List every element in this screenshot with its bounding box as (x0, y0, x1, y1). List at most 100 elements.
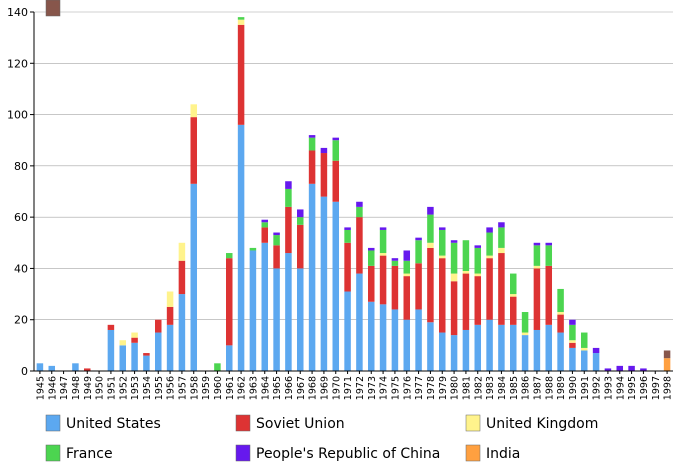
bar-segment-france-1988 (545, 245, 553, 266)
legend-label: People's Republic of China (256, 446, 440, 462)
bar-segment-people-s-republic-of-china-1972 (356, 201, 363, 207)
bar-segment-france-1970 (332, 140, 340, 161)
bar-segment-soviet-union-1956 (166, 306, 174, 325)
bar-segment-united-states-1965 (273, 268, 280, 371)
bar-segment-france-1965 (273, 235, 280, 246)
bar-segment-soviet-union-1957 (178, 260, 186, 295)
bar-segment-people-s-republic-of-china-1983 (486, 227, 493, 233)
gridlines (34, 11, 673, 321)
bar-segment-soviet-union-1990 (569, 342, 576, 348)
x-tick-label: 1988 (544, 376, 555, 400)
bar-segment-soviet-union-1954 (143, 353, 150, 356)
bars (36, 17, 671, 371)
x-tick-label: 1980 (450, 376, 461, 400)
x-tick-label: 1981 (461, 376, 472, 400)
bar-segment-united-states-1979 (439, 332, 446, 371)
x-tick-label: 1952 (118, 376, 129, 400)
bar-segment-people-s-republic-of-china-1967 (297, 209, 304, 218)
bar-segment-people-s-republic-of-china-1966 (285, 181, 292, 189)
bar-segment-united-kingdom-1980 (450, 273, 458, 282)
x-tick-label: 1977 (414, 376, 425, 400)
bar-segment-soviet-union-1976 (403, 276, 411, 320)
y-axis-ticks: 0 20 40 60 80 100 120 140 (7, 6, 34, 378)
bar-segment-soviet-union-1966 (285, 206, 292, 254)
bar-segment-people-s-republic-of-china-1987 (533, 242, 541, 246)
bar-segment-soviet-union-1971 (344, 242, 351, 292)
x-tick-label: 1968 (308, 376, 319, 400)
bar-segment-soviet-union-1970 (332, 160, 340, 202)
x-tick-label: 1948 (71, 376, 82, 400)
x-tick-label: 1963 (248, 376, 259, 400)
legend-entry-united-kingdom: United Kingdom (465, 414, 598, 432)
legend-label: India (486, 446, 520, 462)
x-tick-label: 1949 (83, 376, 94, 400)
bar-segment-people-s-republic-of-china-1984 (498, 222, 505, 228)
x-tick-label: 1986 (521, 376, 532, 400)
bar-segment-france-1985 (510, 273, 517, 295)
bar-segment-united-states-1961 (226, 345, 233, 371)
bar-segment-people-s-republic-of-china-1973 (368, 247, 375, 251)
bar-segment-united-states-1978 (427, 322, 434, 371)
bar-segment-people-s-republic-of-china-1978 (427, 206, 434, 215)
bar-segment-france-1966 (285, 188, 292, 207)
bar-segment-united-kingdom-1956 (166, 291, 174, 307)
bar-segment-soviet-union-1985 (510, 296, 517, 325)
y-tick-label: 100 (7, 109, 28, 122)
bar-segment-people-s-republic-of-china-1974 (379, 227, 387, 230)
bar-segment-france-1986 (521, 312, 529, 333)
bar-segment-united-kingdom-1982 (474, 273, 482, 277)
bar-segment-france-1978 (427, 214, 434, 243)
bar-segment-soviet-union-1969 (320, 153, 328, 197)
x-tick-label: 1997 (651, 376, 662, 400)
bar-segment-united-states-1985 (510, 324, 517, 371)
bar-segment-soviet-union-1962 (237, 24, 245, 125)
bar-segment-people-s-republic-of-china-1965 (273, 232, 280, 236)
bar-segment-united-states-1982 (474, 324, 482, 371)
bar-segment-france-1973 (368, 250, 375, 266)
legend-swatch (45, 444, 61, 462)
x-axis-ticks: 1945 1946 1947 1948 1949 1950 1951 1952 1953 1954… (35, 371, 674, 400)
legend-entry-united-states: United States (45, 414, 161, 432)
bar-segment-france-1983 (486, 232, 493, 256)
bar-segment-france-1979 (439, 229, 446, 256)
bar-segment-soviet-union-1949 (84, 368, 91, 371)
bar-segment-united-states-1971 (344, 291, 351, 371)
bar-segment-soviet-union-1961 (226, 258, 233, 346)
bar-segment-united-states-1967 (297, 268, 304, 371)
bar-segment-united-states-1989 (557, 332, 564, 371)
bar-segment-united-states-1973 (368, 301, 375, 371)
bar-segment-united-kingdom-1987 (533, 265, 541, 269)
bar-segment-soviet-union-1953 (131, 337, 138, 343)
legend-label: France (66, 446, 113, 462)
legend-swatch (235, 444, 251, 462)
bar-segment-people-s-republic-of-china-1995 (628, 365, 635, 371)
legend: United States Soviet Union United Kingdom F… (45, 0, 598, 462)
bar-segment-united-states-1969 (320, 196, 328, 371)
bar-segment-united-states-1958 (190, 183, 198, 371)
bar-segment-soviet-union-1988 (545, 265, 553, 325)
x-tick-label: 1964 (260, 376, 271, 400)
bar-segment-united-kingdom-1974 (379, 253, 387, 256)
x-tick-label: 1991 (580, 376, 591, 400)
bar-segment-people-s-republic-of-china-1971 (344, 227, 351, 230)
bar-segment-soviet-union-1958 (190, 117, 198, 184)
bar-segment-united-states-1991 (581, 350, 588, 371)
bar-segment-soviet-union-1964 (261, 227, 269, 243)
x-tick-label: 1966 (284, 376, 295, 400)
bar-segment-france-1974 (379, 229, 387, 254)
x-tick-label: 1975 (390, 376, 401, 400)
legend-entry-france: France (45, 444, 113, 462)
x-tick-label: 1979 (438, 376, 449, 400)
bar-segment-soviet-union-1977 (415, 263, 422, 310)
legend-swatch (465, 444, 481, 462)
y-tick-label: 140 (7, 6, 28, 19)
bar-segment-people-s-republic-of-china-1988 (545, 242, 553, 246)
x-tick-label: 1962 (237, 376, 248, 400)
x-tick-label: 1969 (319, 376, 330, 400)
x-tick-label: 1945 (35, 376, 46, 400)
bar-segment-soviet-union-1955 (155, 319, 162, 333)
x-tick-label: 1967 (296, 376, 307, 400)
bar-segment-soviet-union-1967 (297, 224, 304, 269)
bar-segment-france-1990 (569, 324, 576, 341)
bar-segment-people-s-republic-of-china-1993 (604, 368, 612, 371)
